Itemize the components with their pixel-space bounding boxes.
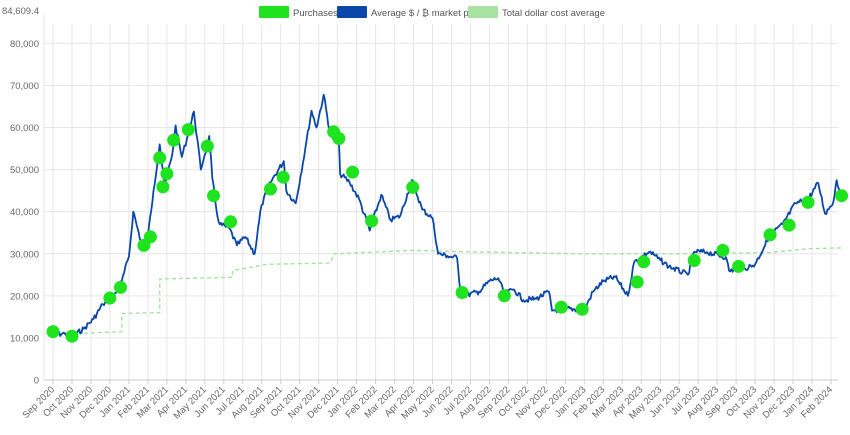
purchase-point bbox=[716, 243, 730, 257]
purchase-point bbox=[575, 302, 589, 316]
purchase-point bbox=[835, 189, 849, 203]
purchase-point bbox=[156, 180, 170, 194]
y-tick-label: 40,000 bbox=[10, 207, 39, 218]
y-top-label: 84,609.4 bbox=[2, 6, 39, 17]
purchase-point bbox=[264, 182, 277, 196]
legend-swatch bbox=[468, 6, 498, 18]
purchase-point bbox=[763, 228, 777, 242]
purchase-point bbox=[782, 218, 796, 232]
grid bbox=[43, 14, 838, 384]
purchase-point bbox=[46, 325, 60, 339]
purchase-point bbox=[181, 123, 195, 137]
legend-label: Average $ / ₿ market price bbox=[371, 8, 484, 19]
purchase-point bbox=[346, 165, 360, 179]
purchase-point bbox=[455, 286, 469, 299]
legend-label: Purchases bbox=[293, 8, 338, 19]
purchase-point bbox=[637, 255, 651, 269]
legend-item-total-dca: Total dollar cost average bbox=[468, 6, 605, 19]
series-line-total-dollar-cost-average bbox=[48, 247, 843, 335]
purchase-point bbox=[207, 189, 220, 203]
legend-item-purchases: Purchases bbox=[259, 6, 338, 19]
plot-area bbox=[46, 93, 849, 343]
purchase-point bbox=[365, 214, 379, 228]
purchase-point bbox=[167, 133, 181, 147]
purchase-point bbox=[406, 180, 420, 194]
purchase-point bbox=[554, 300, 568, 314]
purchase-point bbox=[224, 215, 238, 229]
purchase-point bbox=[687, 254, 701, 267]
purchase-point bbox=[732, 259, 746, 273]
y-tick-label: 80,000 bbox=[10, 39, 39, 50]
legend-swatch bbox=[259, 6, 289, 18]
y-tick-label: 30,000 bbox=[10, 249, 39, 260]
legend-item-market-price: Average $ / ₿ market price bbox=[337, 6, 484, 19]
purchase-point bbox=[630, 275, 644, 289]
purchase-point bbox=[103, 291, 117, 305]
series-line-market-price bbox=[48, 93, 841, 337]
y-tick-label: 50,000 bbox=[10, 165, 39, 176]
purchase-point bbox=[276, 170, 290, 184]
legend-swatch bbox=[337, 6, 367, 18]
purchase-point bbox=[114, 280, 127, 294]
y-tick-label: 20,000 bbox=[10, 291, 39, 302]
y-tick-label: 60,000 bbox=[10, 123, 39, 134]
purchase-point bbox=[801, 195, 815, 209]
y-tick-label: 70,000 bbox=[10, 81, 39, 92]
purchase-point bbox=[497, 289, 511, 303]
purchase-point bbox=[153, 151, 167, 165]
y-axis-ticks: 0 10,000 20,000 30,000 40,000 50,000 60,000 70,… bbox=[2, 6, 39, 387]
purchase-point bbox=[200, 139, 214, 153]
y-tick-label: 0 bbox=[34, 376, 39, 387]
purchase-point bbox=[143, 230, 157, 244]
legend-label: Total dollar cost average bbox=[502, 8, 605, 19]
purchase-point bbox=[160, 167, 174, 181]
y-tick-label: 10,000 bbox=[10, 333, 39, 344]
purchase-point bbox=[65, 329, 79, 343]
purchase-point bbox=[332, 132, 346, 145]
legend: Purchases Average $ / ₿ market price Total… bbox=[259, 6, 605, 19]
